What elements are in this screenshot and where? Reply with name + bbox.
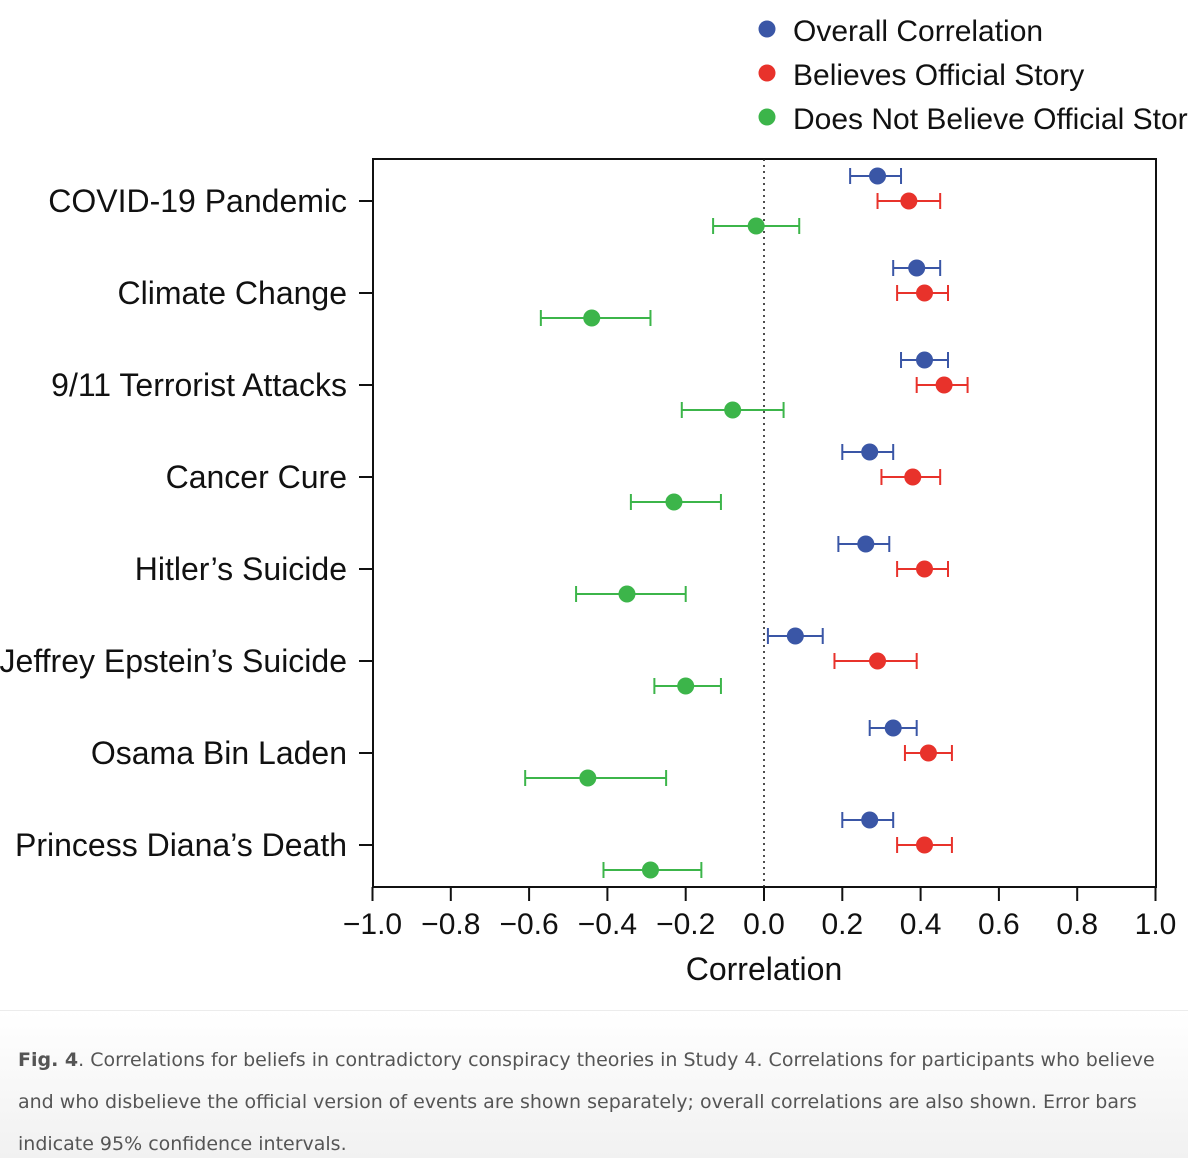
x-tick-label: 0.2 <box>821 908 863 941</box>
category-label: Climate Change <box>118 275 347 311</box>
category-label: Osama Bin Laden <box>91 735 347 771</box>
legend-label: Believes Official Story <box>793 59 1084 92</box>
category-label: Hitler’s Suicide <box>135 551 347 587</box>
x-tick-label: −0.6 <box>499 908 558 941</box>
data-point <box>908 260 925 277</box>
x-axis-title: Correlation <box>686 951 843 987</box>
correlation-dot-plot: Overall Correlation Believes Official Sto… <box>0 0 1188 1005</box>
data-point <box>665 494 682 511</box>
legend-marker <box>759 109 776 126</box>
data-point <box>618 586 635 603</box>
category-label: COVID-19 Pandemic <box>48 183 347 219</box>
data-point <box>677 678 694 695</box>
data-point <box>920 745 937 762</box>
legend-label: Does Not Believe Official Story <box>793 103 1188 136</box>
x-tick-label: −1.0 <box>343 908 402 941</box>
figure-caption: Fig. 4. Correlations for beliefs in cont… <box>0 1010 1188 1158</box>
data-point <box>916 352 933 369</box>
category-label: 9/11 Terrorist Attacks <box>51 367 347 403</box>
data-point <box>869 168 886 185</box>
x-tick-label: 1.0 <box>1135 908 1177 941</box>
legend-label: Overall Correlation <box>793 15 1043 48</box>
legend-marker <box>759 21 776 38</box>
category-label: Cancer Cure <box>166 459 347 495</box>
data-point <box>579 770 596 787</box>
x-tick-label: 0.0 <box>743 908 785 941</box>
data-point <box>583 310 600 327</box>
data-point <box>857 536 874 553</box>
data-point <box>900 193 917 210</box>
data-point <box>861 444 878 461</box>
data-point <box>916 837 933 854</box>
data-point <box>787 628 804 645</box>
figure-caption-text: . Correlations for beliefs in contradict… <box>18 1049 1155 1155</box>
data-point <box>869 653 886 670</box>
x-tick-label: −0.4 <box>578 908 637 941</box>
category-label: Princess Diana’s Death <box>15 827 347 863</box>
data-point <box>916 285 933 302</box>
data-point <box>916 561 933 578</box>
legend: Overall Correlation Believes Official Sto… <box>759 15 1188 136</box>
data-point <box>904 469 921 486</box>
x-tick-label: 0.8 <box>1056 908 1098 941</box>
category-axis: COVID-19 Pandemic Climate Change 9/11 Terr… <box>0 183 373 863</box>
data-point <box>748 218 765 235</box>
category-label: Jeffrey Epstein’s Suicide <box>0 643 347 679</box>
x-axis: −1.0 −0.8 −0.6 −0.4 −0.2 0.0 0.2 0.4 0.6 0.8 1.0 <box>343 887 1176 941</box>
legend-marker <box>759 65 776 82</box>
figure-caption-label: Fig. 4 <box>18 1049 78 1071</box>
data-point <box>724 402 741 419</box>
data-point <box>936 377 953 394</box>
x-tick-label: −0.8 <box>421 908 480 941</box>
data-point <box>885 720 902 737</box>
data-point <box>642 862 659 879</box>
x-tick-label: 0.6 <box>978 908 1020 941</box>
x-tick-label: −0.2 <box>656 908 715 941</box>
data-point <box>861 812 878 829</box>
data-marks <box>525 168 967 879</box>
x-tick-label: 0.4 <box>900 908 942 941</box>
